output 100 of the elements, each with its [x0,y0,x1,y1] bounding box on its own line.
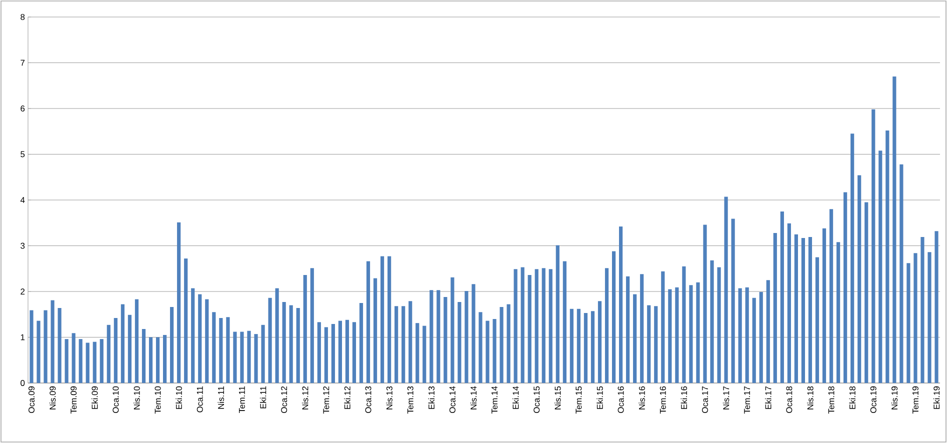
bar [787,223,791,383]
x-tick-label: Nis.12 [302,386,308,410]
bar [675,287,679,383]
bar [556,245,560,383]
y-tick-label: 8 [20,14,25,20]
x-tick-label: Oca.09 [28,386,34,413]
bar [794,234,798,383]
x-tick-label: Eki.18 [849,386,856,409]
bar [886,130,890,383]
bar [640,274,644,383]
x-tick-label: Nis.18 [807,386,814,410]
bar [212,312,216,383]
bar [324,327,328,383]
bar [696,282,700,383]
x-tick-label: Eki.11 [260,386,266,408]
bar [506,304,510,383]
bar [100,339,104,383]
bar [928,252,932,383]
x-tick-label: Nis.16 [638,386,645,410]
bar [745,287,749,383]
bar [120,304,125,383]
bar [64,339,68,383]
bar [289,305,293,383]
bar [570,308,574,383]
bar [619,226,623,383]
bar [268,298,272,383]
bar [724,196,728,383]
bar [752,298,756,383]
y-tick-label: 3 [20,242,25,249]
bar [394,306,398,383]
x-tick-label: Tem.13 [407,386,414,414]
bar [858,175,862,383]
x-tick-label: Eki.14 [512,386,519,409]
x-tick-label: Tem.12 [323,386,330,414]
bar [296,308,300,383]
bar [163,334,167,383]
x-tick-label: Eki.13 [428,386,434,409]
x-tick-label: Tem.19 [912,386,918,414]
x-tick-label: Nis.11 [218,386,224,409]
bar [444,296,448,383]
bar [134,299,139,383]
bar [58,308,62,383]
y-tick-label: 1 [20,334,25,340]
x-tick-label: Tem.11 [239,386,245,413]
bar [668,289,672,383]
bar [458,302,462,383]
bar [156,337,160,383]
bar [106,324,110,383]
bar [612,251,616,383]
bar [703,224,707,383]
x-tick-label: Tem.14 [492,386,498,414]
bar [528,275,532,383]
x-tick-label: Oca.18 [786,386,792,413]
y-tick-label: 5 [20,151,25,158]
bar [738,288,742,383]
bar [408,301,412,383]
bar [128,314,132,383]
bar [654,306,658,383]
bar [934,231,938,383]
bar [836,242,840,383]
x-tick-label: Tem.17 [744,386,750,414]
bar [878,150,882,383]
bar [590,311,595,383]
bar [717,267,721,383]
bar [416,323,420,383]
bar [914,253,918,383]
bar [170,307,174,383]
x-tick-label: Nis.14 [470,386,477,410]
bar [900,164,904,383]
bar [198,294,202,383]
x-tick-label: Tem.16 [660,386,666,414]
bar [78,339,82,383]
bar [233,332,237,383]
x-tick-label: Tem.09 [70,386,77,414]
bar [520,267,524,383]
bar [261,324,265,383]
bar [864,202,868,383]
bar [72,333,76,383]
x-tick-label: Tem.18 [828,386,834,414]
bar [604,268,609,383]
bar [759,292,763,383]
x-tick-label: Oca.10 [112,386,119,413]
bar [247,330,251,383]
bar [359,302,364,383]
bar [822,228,826,383]
x-tick-label: Eki.09 [92,386,98,409]
bar [254,334,258,383]
bar [689,285,693,383]
bar [500,307,504,383]
x-tick-label: Oca.15 [534,386,540,413]
y-tick-label: 2 [20,288,25,294]
bar [148,337,153,383]
bar [584,313,588,383]
bar [310,268,314,383]
x-tick-label: Eki.16 [680,386,688,409]
bar [534,269,538,383]
bar [920,237,924,383]
bar [44,310,48,383]
bar [86,342,90,383]
bar [808,237,812,383]
